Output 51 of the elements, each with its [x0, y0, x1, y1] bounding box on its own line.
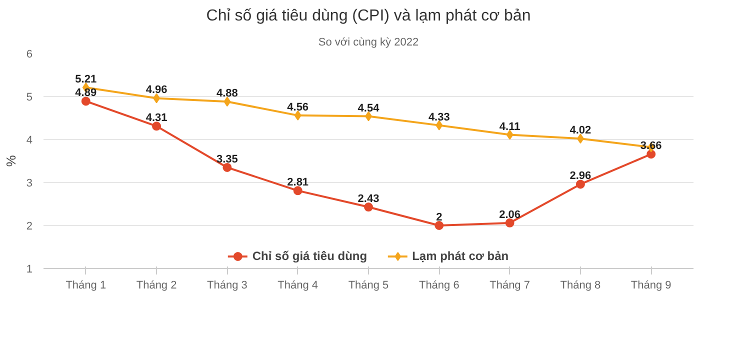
- data-label: 2: [436, 212, 442, 224]
- y-tick-label: 5: [26, 92, 33, 104]
- y-tick-label: 3: [26, 178, 33, 190]
- point: [646, 150, 656, 159]
- chart-subtitle: So với cùng kỳ 2022: [318, 36, 419, 48]
- x-tick-label: Tháng 1: [66, 280, 106, 292]
- point: [436, 120, 443, 130]
- point: [152, 122, 162, 131]
- x-tick-label: Tháng 9: [630, 280, 672, 292]
- point: [222, 162, 232, 172]
- data-label: 4.54: [358, 102, 380, 114]
- point: [81, 96, 90, 106]
- legend-label: Chỉ số giá tiêu dùng: [252, 249, 368, 263]
- point: [506, 130, 514, 140]
- point: [434, 221, 444, 230]
- point: [576, 180, 585, 189]
- y-tick-label: 1: [26, 264, 33, 276]
- x-tick-label: Tháng 3: [207, 280, 248, 292]
- point: [505, 218, 514, 228]
- point: [293, 186, 302, 196]
- data-label: 2.81: [287, 176, 309, 189]
- point: [224, 96, 231, 107]
- data-label: 4.33: [428, 111, 450, 124]
- y-tick-label: 6: [26, 48, 33, 60]
- x-tick-label: Tháng 4: [278, 280, 318, 292]
- x-tick-label: Tháng 5: [348, 280, 389, 292]
- data-label: 4.02: [570, 124, 592, 137]
- data-label: 4.11: [499, 120, 520, 133]
- point: [294, 110, 302, 120]
- point: [576, 134, 584, 144]
- data-label: 4.89: [75, 87, 97, 100]
- y-tick-label: 4: [26, 134, 33, 146]
- y-axis-title: %: [3, 154, 18, 167]
- data-label: 3.35: [216, 153, 238, 166]
- legend-label: Lạm phát cơ bản: [412, 249, 509, 263]
- point: [153, 93, 160, 104]
- point: [364, 202, 373, 212]
- data-label: 2.43: [358, 193, 380, 206]
- data-label: 2.06: [499, 208, 521, 221]
- x-tick-label: Tháng 8: [560, 280, 601, 292]
- x-tick-label: Tháng 6: [418, 280, 460, 292]
- x-tick-label: Tháng 7: [490, 280, 530, 292]
- x-tick-label: Tháng 2: [136, 280, 177, 292]
- chart-title: Chỉ số giá tiêu dùng (CPI) và lạm phát cơ bản: [206, 8, 531, 24]
- data-label: 4.88: [216, 88, 238, 100]
- data-label: 4.96: [146, 84, 168, 96]
- data-label: 4.56: [287, 101, 309, 114]
- y-tick-label: 2: [26, 220, 33, 232]
- data-label: 5.21: [75, 73, 97, 86]
- data-label: 4.31: [146, 112, 168, 124]
- data-label: 2.96: [570, 170, 592, 182]
